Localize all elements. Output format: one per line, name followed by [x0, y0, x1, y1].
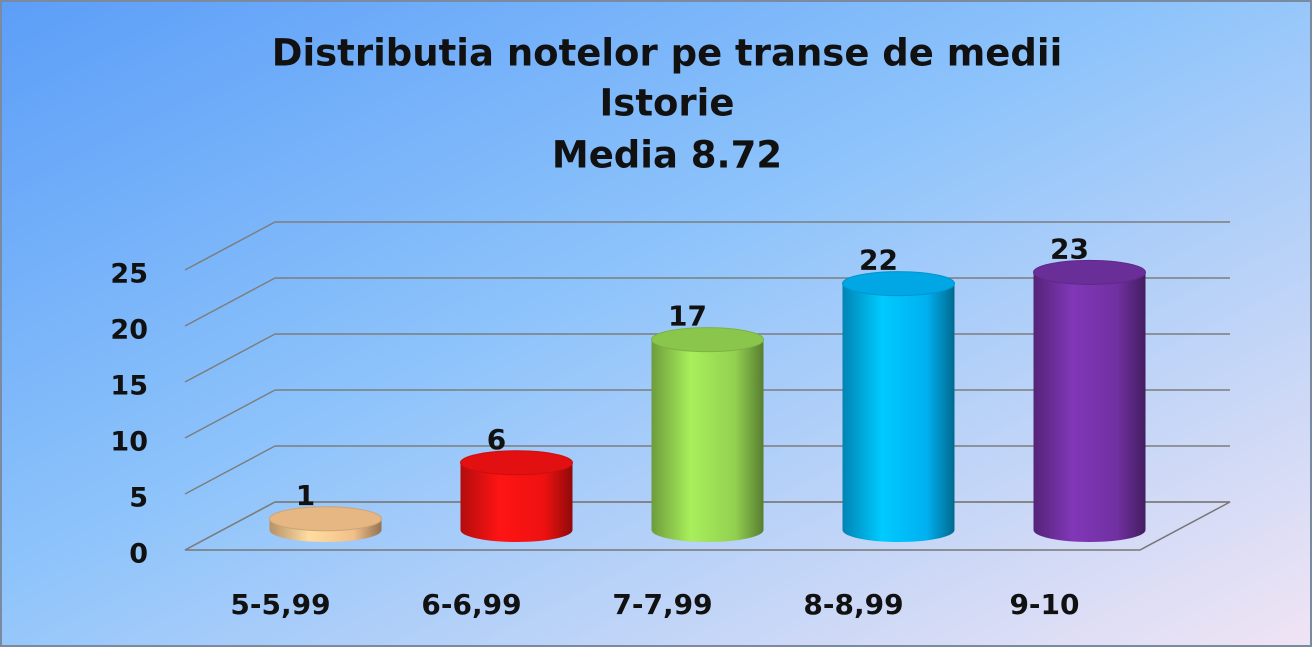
bar-body [460, 462, 573, 542]
grid-line [184, 221, 276, 271]
grid-line [184, 445, 276, 495]
bar-top [651, 327, 764, 353]
bar [651, 327, 764, 542]
bar-top [269, 506, 382, 532]
grid-line [184, 501, 276, 551]
grid-line [184, 333, 276, 383]
grid-line [184, 389, 276, 439]
x-tick-label: 6-6,99 [421, 588, 521, 621]
y-tick-label: 20 [110, 315, 148, 346]
data-label: 1 [296, 479, 315, 512]
x-tick-label: 5-5,99 [230, 588, 330, 621]
chart-subtitle: Istorie [600, 82, 735, 125]
data-label: 23 [1050, 232, 1089, 265]
x-tick-label: 8-8,99 [803, 588, 903, 621]
bar-body [651, 339, 764, 542]
bar-body [842, 283, 955, 542]
chart-title: Distributia notelor pe transe de medii [272, 32, 1063, 75]
data-label: 22 [859, 244, 898, 277]
y-tick-label: 10 [110, 427, 148, 458]
y-tick-label: 0 [129, 539, 148, 570]
chart-subtitle: Media 8.72 [552, 134, 782, 177]
bar-body [1033, 272, 1146, 542]
y-tick-label: 15 [110, 371, 148, 402]
bar-top [460, 450, 573, 476]
bar [842, 271, 955, 542]
x-tick-label: 7-7,99 [612, 588, 712, 621]
bar [269, 506, 382, 542]
grid-line [184, 277, 276, 327]
bar [460, 450, 573, 542]
y-tick-label: 5 [129, 483, 148, 514]
bar [1033, 259, 1146, 542]
bar-top [1033, 259, 1146, 285]
y-tick-label: 25 [110, 259, 148, 290]
data-label: 6 [487, 423, 506, 456]
x-tick-label: 9-10 [1009, 588, 1079, 621]
data-label: 17 [668, 300, 707, 333]
bar-top [842, 271, 955, 297]
